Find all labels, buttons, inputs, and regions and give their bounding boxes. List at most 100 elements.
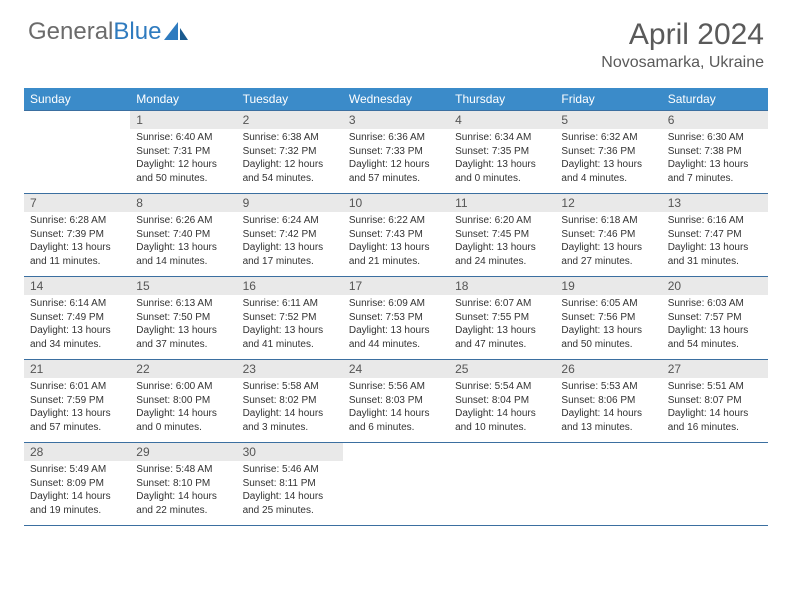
location: Novosamarka, Ukraine <box>601 54 764 72</box>
week-daynum-row: 21222324252627 <box>24 360 768 379</box>
sunrise-text: Sunrise: 6:05 AM <box>561 297 655 311</box>
sunset-text: Sunset: 7:38 PM <box>668 145 762 159</box>
sunrise-text: Sunrise: 6:18 AM <box>561 214 655 228</box>
month-title: April 2024 <box>601 18 764 52</box>
day-detail-cell: Sunrise: 6:11 AMSunset: 7:52 PMDaylight:… <box>237 295 343 360</box>
sunset-text: Sunset: 7:53 PM <box>349 311 443 325</box>
sunset-text: Sunset: 7:50 PM <box>136 311 230 325</box>
sunrise-text: Sunrise: 6:28 AM <box>30 214 124 228</box>
day-number-cell: 8 <box>130 194 236 213</box>
sunset-text: Sunset: 7:59 PM <box>30 394 124 408</box>
day-detail-cell: Sunrise: 6:14 AMSunset: 7:49 PMDaylight:… <box>24 295 130 360</box>
day-detail-cell: Sunrise: 5:54 AMSunset: 8:04 PMDaylight:… <box>449 378 555 443</box>
sunset-text: Sunset: 7:47 PM <box>668 228 762 242</box>
sunrise-text: Sunrise: 5:56 AM <box>349 380 443 394</box>
sunset-text: Sunset: 7:46 PM <box>561 228 655 242</box>
day-detail-cell: Sunrise: 6:07 AMSunset: 7:55 PMDaylight:… <box>449 295 555 360</box>
daylight-text: Daylight: 13 hours and 57 minutes. <box>30 407 124 434</box>
sunset-text: Sunset: 7:57 PM <box>668 311 762 325</box>
daylight-text: Daylight: 13 hours and 31 minutes. <box>668 241 762 268</box>
sunrise-text: Sunrise: 6:36 AM <box>349 131 443 145</box>
sunset-text: Sunset: 8:04 PM <box>455 394 549 408</box>
daylight-text: Daylight: 13 hours and 47 minutes. <box>455 324 549 351</box>
sunrise-text: Sunrise: 6:32 AM <box>561 131 655 145</box>
day-detail-cell: Sunrise: 6:34 AMSunset: 7:35 PMDaylight:… <box>449 129 555 194</box>
day-detail-cell: Sunrise: 5:51 AMSunset: 8:07 PMDaylight:… <box>662 378 768 443</box>
daylight-text: Daylight: 13 hours and 7 minutes. <box>668 158 762 185</box>
daylight-text: Daylight: 14 hours and 10 minutes. <box>455 407 549 434</box>
logo: GeneralBlue <box>28 18 190 46</box>
day-header-wed: Wednesday <box>343 88 449 111</box>
sunset-text: Sunset: 7:45 PM <box>455 228 549 242</box>
sunset-text: Sunset: 7:55 PM <box>455 311 549 325</box>
day-number-cell: 1 <box>130 111 236 130</box>
calendar-table: Sunday Monday Tuesday Wednesday Thursday… <box>24 88 768 526</box>
sunset-text: Sunset: 8:00 PM <box>136 394 230 408</box>
day-number-cell: 10 <box>343 194 449 213</box>
calendar-body: 123456Sunrise: 6:40 AMSunset: 7:31 PMDay… <box>24 111 768 526</box>
day-header-sun: Sunday <box>24 88 130 111</box>
day-detail-cell <box>449 461 555 526</box>
sunrise-text: Sunrise: 6:13 AM <box>136 297 230 311</box>
sunrise-text: Sunrise: 5:48 AM <box>136 463 230 477</box>
sunrise-text: Sunrise: 6:26 AM <box>136 214 230 228</box>
day-number-cell: 23 <box>237 360 343 379</box>
day-detail-cell: Sunrise: 5:56 AMSunset: 8:03 PMDaylight:… <box>343 378 449 443</box>
sunrise-text: Sunrise: 6:30 AM <box>668 131 762 145</box>
sunset-text: Sunset: 7:36 PM <box>561 145 655 159</box>
day-detail-cell: Sunrise: 6:30 AMSunset: 7:38 PMDaylight:… <box>662 129 768 194</box>
sunset-text: Sunset: 7:35 PM <box>455 145 549 159</box>
day-detail-cell: Sunrise: 6:01 AMSunset: 7:59 PMDaylight:… <box>24 378 130 443</box>
daylight-text: Daylight: 13 hours and 4 minutes. <box>561 158 655 185</box>
day-number-cell: 25 <box>449 360 555 379</box>
day-number-cell <box>555 443 661 462</box>
sunset-text: Sunset: 7:42 PM <box>243 228 337 242</box>
day-detail-cell: Sunrise: 6:05 AMSunset: 7:56 PMDaylight:… <box>555 295 661 360</box>
sunset-text: Sunset: 8:10 PM <box>136 477 230 491</box>
sunrise-text: Sunrise: 5:58 AM <box>243 380 337 394</box>
daylight-text: Daylight: 13 hours and 41 minutes. <box>243 324 337 351</box>
daylight-text: Daylight: 14 hours and 13 minutes. <box>561 407 655 434</box>
day-detail-cell <box>24 129 130 194</box>
week-detail-row: Sunrise: 6:40 AMSunset: 7:31 PMDaylight:… <box>24 129 768 194</box>
daylight-text: Daylight: 13 hours and 27 minutes. <box>561 241 655 268</box>
day-detail-cell: Sunrise: 6:09 AMSunset: 7:53 PMDaylight:… <box>343 295 449 360</box>
day-detail-cell: Sunrise: 5:58 AMSunset: 8:02 PMDaylight:… <box>237 378 343 443</box>
day-number-cell: 18 <box>449 277 555 296</box>
sunset-text: Sunset: 7:39 PM <box>30 228 124 242</box>
sunset-text: Sunset: 8:11 PM <box>243 477 337 491</box>
sunrise-text: Sunrise: 6:40 AM <box>136 131 230 145</box>
daylight-text: Daylight: 13 hours and 54 minutes. <box>668 324 762 351</box>
day-number-cell: 24 <box>343 360 449 379</box>
day-number-cell: 26 <box>555 360 661 379</box>
day-detail-cell: Sunrise: 6:40 AMSunset: 7:31 PMDaylight:… <box>130 129 236 194</box>
day-detail-cell: Sunrise: 6:24 AMSunset: 7:42 PMDaylight:… <box>237 212 343 277</box>
sunrise-text: Sunrise: 6:34 AM <box>455 131 549 145</box>
day-number-cell: 3 <box>343 111 449 130</box>
daylight-text: Daylight: 13 hours and 21 minutes. <box>349 241 443 268</box>
day-number-cell <box>449 443 555 462</box>
daylight-text: Daylight: 13 hours and 34 minutes. <box>30 324 124 351</box>
day-number-cell <box>24 111 130 130</box>
sunset-text: Sunset: 7:43 PM <box>349 228 443 242</box>
day-number-cell: 12 <box>555 194 661 213</box>
daylight-text: Daylight: 14 hours and 0 minutes. <box>136 407 230 434</box>
day-detail-cell <box>343 461 449 526</box>
week-detail-row: Sunrise: 6:01 AMSunset: 7:59 PMDaylight:… <box>24 378 768 443</box>
daylight-text: Daylight: 14 hours and 22 minutes. <box>136 490 230 517</box>
day-detail-cell: Sunrise: 6:26 AMSunset: 7:40 PMDaylight:… <box>130 212 236 277</box>
week-daynum-row: 123456 <box>24 111 768 130</box>
day-detail-cell <box>662 461 768 526</box>
sunset-text: Sunset: 8:06 PM <box>561 394 655 408</box>
day-number-cell <box>662 443 768 462</box>
day-number-cell: 17 <box>343 277 449 296</box>
sunrise-text: Sunrise: 6:00 AM <box>136 380 230 394</box>
week-daynum-row: 78910111213 <box>24 194 768 213</box>
daylight-text: Daylight: 12 hours and 57 minutes. <box>349 158 443 185</box>
day-detail-cell: Sunrise: 5:48 AMSunset: 8:10 PMDaylight:… <box>130 461 236 526</box>
day-number-cell: 5 <box>555 111 661 130</box>
day-header-sat: Saturday <box>662 88 768 111</box>
week-daynum-row: 282930 <box>24 443 768 462</box>
day-number-cell: 20 <box>662 277 768 296</box>
sunrise-text: Sunrise: 5:49 AM <box>30 463 124 477</box>
